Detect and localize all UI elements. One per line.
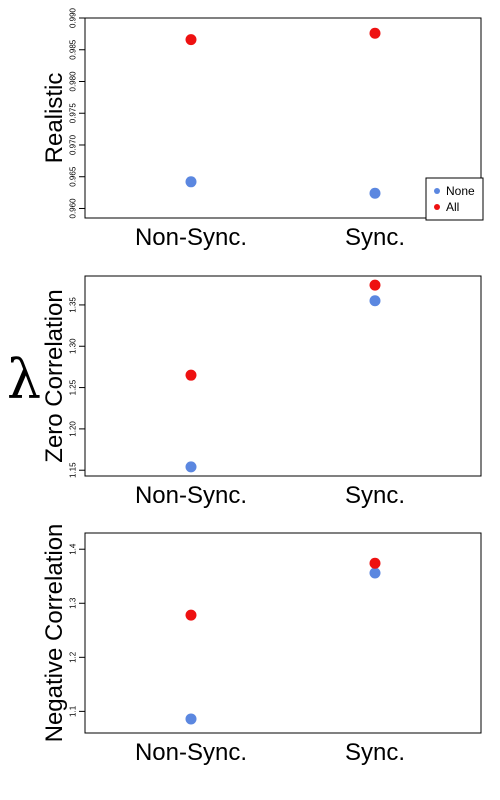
legend-marker: [434, 188, 440, 194]
y-tick-label: 1.25: [69, 379, 78, 395]
y-tick-label: 1.4: [69, 543, 78, 555]
y-tick-label: 0.960: [69, 198, 78, 219]
point-all: [185, 34, 197, 46]
x-category-label: Sync.: [345, 224, 405, 251]
legend-box: [425, 177, 484, 221]
legend-marker: [434, 204, 440, 210]
y-axis-label: Realistic: [41, 73, 68, 164]
point-none: [369, 295, 381, 307]
legend-label: None: [446, 184, 475, 198]
y-tick-label: 0.990: [69, 7, 78, 28]
y-tick-label: 0.985: [69, 39, 78, 60]
y-tick-label: 1.2: [69, 651, 78, 663]
point-none: [369, 567, 381, 579]
y-tick-label: 1.3: [69, 597, 78, 609]
y-tick-label: 1.20: [69, 421, 78, 437]
point-all: [369, 557, 381, 569]
point-none: [185, 461, 197, 473]
point-all: [185, 609, 197, 621]
x-category-label: Sync.: [345, 739, 405, 766]
y-tick-label: 1.15: [69, 462, 78, 478]
point-all: [369, 279, 381, 291]
y-tick-label: 0.980: [69, 71, 78, 92]
point-none: [185, 176, 197, 188]
y-tick-label: 1.30: [69, 338, 78, 354]
y-tick-label: 1.1: [69, 705, 78, 717]
y-tick-label: 0.965: [69, 166, 78, 187]
point-all: [369, 27, 381, 39]
x-category-label: Sync.: [345, 482, 405, 509]
legend-label: All: [446, 200, 459, 214]
plot-frame: [84, 532, 482, 734]
plot-frame: [84, 17, 482, 219]
point-all: [185, 369, 197, 381]
point-none: [369, 187, 381, 199]
shared-y-axis-label: λ: [6, 348, 42, 411]
point-none: [185, 713, 197, 725]
y-tick-label: 0.975: [69, 103, 78, 124]
y-axis-label: Zero Correlation: [41, 289, 68, 462]
y-tick-label: 0.970: [69, 134, 78, 155]
x-category-label: Non-Sync.: [135, 739, 247, 766]
plot-frame: [84, 275, 482, 477]
y-axis-label: Negative Correlation: [41, 524, 68, 743]
x-category-label: Non-Sync.: [135, 224, 247, 251]
x-category-label: Non-Sync.: [135, 482, 247, 509]
y-tick-label: 1.35: [69, 297, 78, 313]
